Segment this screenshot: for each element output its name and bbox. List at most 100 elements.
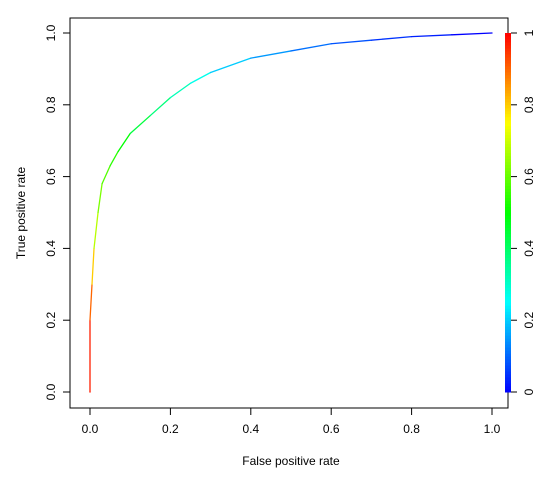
colorbar-slice bbox=[505, 272, 511, 276]
colorbar-slice bbox=[505, 197, 511, 202]
roc-segment bbox=[370, 35, 413, 41]
colorbar-slice bbox=[505, 128, 511, 133]
colorbar-slice bbox=[505, 257, 511, 261]
y-tick-label: 1.0 bbox=[44, 24, 58, 41]
colorbar-slice bbox=[505, 263, 511, 267]
colorbar-slice bbox=[505, 50, 511, 55]
colorbar-slice bbox=[505, 41, 511, 46]
colorbar-slice bbox=[505, 227, 511, 231]
colorbar-slice bbox=[505, 125, 511, 130]
colorbar-slice bbox=[505, 74, 511, 79]
colorbar-slice bbox=[505, 38, 511, 43]
colorbar-tick-label: 0 bbox=[522, 388, 536, 395]
colorbar-slice bbox=[505, 110, 511, 115]
colorbar-slice bbox=[505, 236, 511, 240]
colorbar-tick-label: 1 bbox=[522, 29, 536, 36]
roc-segment bbox=[189, 71, 212, 84]
colorbar-slice bbox=[505, 44, 511, 49]
colorbar-slice bbox=[505, 92, 511, 97]
colorbar-slice bbox=[505, 305, 511, 309]
colorbar-slice bbox=[505, 80, 511, 85]
roc-segment bbox=[109, 150, 119, 167]
colorbar-slice bbox=[505, 278, 511, 282]
colorbar-slice bbox=[505, 338, 511, 342]
roc-segment bbox=[330, 39, 373, 45]
colorbar-slice bbox=[505, 389, 511, 393]
colorbar-slice bbox=[505, 56, 511, 61]
roc-segment bbox=[149, 96, 172, 117]
colorbar-slice bbox=[505, 122, 511, 127]
x-axis-label: False positive rate bbox=[242, 454, 340, 468]
colorbar-slice bbox=[505, 344, 511, 348]
roc-segment bbox=[250, 50, 292, 59]
colorbar-slice bbox=[505, 251, 511, 255]
colorbar-slice bbox=[505, 245, 511, 249]
colorbar-slice bbox=[505, 386, 511, 390]
colorbar-slice bbox=[505, 320, 511, 324]
colorbar-slice bbox=[505, 311, 511, 315]
x-tick-label: 0.2 bbox=[162, 422, 179, 436]
colorbar-slice bbox=[505, 326, 511, 330]
roc-segment bbox=[169, 82, 192, 99]
colorbar-slice bbox=[505, 173, 511, 178]
colorbar-slice bbox=[505, 302, 511, 306]
roc-segment bbox=[209, 57, 252, 74]
colorbar-slice bbox=[505, 59, 511, 64]
colorbar-slice bbox=[505, 287, 511, 291]
colorbar-slice bbox=[505, 179, 511, 184]
colorbar-slice bbox=[505, 383, 511, 387]
colorbar-slice bbox=[505, 233, 511, 237]
colorbar-slice bbox=[505, 62, 511, 67]
y-tick-label: 0.2 bbox=[44, 312, 58, 329]
colorbar-slice bbox=[505, 47, 511, 52]
colorbar-slice bbox=[505, 77, 511, 82]
colorbar-slice bbox=[505, 188, 511, 193]
colorbar-slice bbox=[505, 194, 511, 199]
colorbar-slice bbox=[505, 329, 511, 333]
x-tick-label: 0.6 bbox=[323, 422, 340, 436]
colorbar-slice bbox=[505, 347, 511, 351]
colorbar-slice bbox=[505, 167, 511, 172]
colorbar-slice bbox=[505, 335, 511, 339]
colorbar-slice bbox=[505, 230, 511, 234]
colorbar-slice bbox=[505, 185, 511, 190]
colorbar-slice bbox=[505, 152, 511, 157]
colorbar-slice bbox=[505, 116, 511, 121]
colorbar-slice bbox=[505, 161, 511, 166]
colorbar-slice bbox=[505, 146, 511, 151]
colorbar-slice bbox=[505, 140, 511, 145]
y-axis-label: True positive rate bbox=[14, 167, 28, 260]
colorbar-slice bbox=[505, 317, 511, 321]
x-tick-label: 0.8 bbox=[403, 422, 420, 436]
colorbar-slice bbox=[505, 95, 511, 100]
colorbar-slice bbox=[505, 248, 511, 252]
roc-segment bbox=[451, 32, 493, 36]
colorbar-slice bbox=[505, 35, 511, 40]
colorbar-slice bbox=[505, 104, 511, 109]
colorbar-slice bbox=[505, 374, 511, 378]
colorbar-slice bbox=[505, 254, 511, 258]
colorbar-slice bbox=[505, 143, 511, 148]
colorbar-slice bbox=[505, 209, 511, 213]
roc-segment bbox=[410, 34, 453, 38]
roc-segment bbox=[290, 43, 332, 52]
colorbar-slice bbox=[505, 224, 511, 228]
colorbar-slice bbox=[505, 182, 511, 187]
colorbar-slice bbox=[505, 356, 511, 360]
colorbar-slice bbox=[505, 107, 511, 112]
roc-segment bbox=[93, 211, 99, 250]
colorbar-slice bbox=[505, 371, 511, 375]
colorbar-slice bbox=[505, 71, 511, 76]
roc-segment bbox=[101, 165, 111, 185]
colorbar-slice bbox=[505, 350, 511, 354]
colorbar-slice bbox=[505, 281, 511, 285]
colorbar-slice bbox=[505, 176, 511, 181]
colorbar-slice bbox=[505, 365, 511, 369]
colorbar-slice bbox=[505, 113, 511, 118]
x-tick-label: 1.0 bbox=[484, 422, 501, 436]
colorbar-slice bbox=[505, 284, 511, 288]
colorbar-slice bbox=[505, 101, 511, 106]
colorbar-slice bbox=[505, 341, 511, 345]
colorbar-slice bbox=[505, 119, 511, 124]
colorbar-slice bbox=[505, 353, 511, 357]
